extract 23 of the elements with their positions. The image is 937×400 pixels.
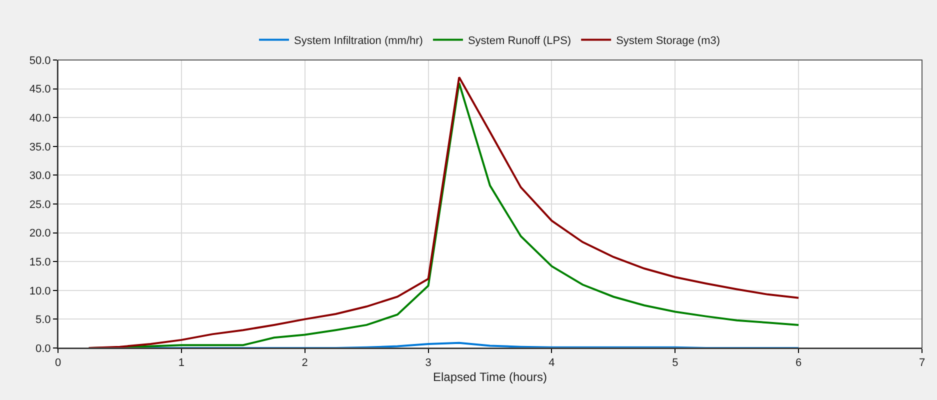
y-tick-label: 50.0	[29, 54, 51, 67]
y-tick-label: 10.0	[29, 285, 51, 298]
x-tick-label: 7	[918, 357, 926, 370]
y-tick-label: 40.0	[29, 112, 51, 124]
legend-label: System Infiltration (mm/hr)	[294, 35, 423, 48]
y-tick-label: 25.0	[29, 198, 51, 211]
y-tick-label: 45.0	[29, 84, 51, 96]
y-tick-label: 30.0	[29, 170, 51, 182]
x-tick-label: 0	[54, 357, 62, 370]
x-axis-title: Elapsed Time (hours)	[432, 370, 548, 384]
y-tick-label: 5.0	[36, 314, 51, 326]
legend-label: System Storage (m3)	[616, 35, 720, 48]
x-tick-label: 1	[178, 357, 184, 370]
y-tick-label: 15.0	[29, 256, 51, 268]
y-tick-label: 20.0	[29, 228, 51, 240]
x-tick-label: 3	[425, 357, 432, 370]
x-tick-label: 4	[548, 357, 555, 370]
x-tick-label: 6	[796, 357, 802, 370]
x-tick-label: 5	[672, 357, 678, 370]
x-tick-label: 2	[302, 357, 308, 370]
y-tick-label: 35.0	[29, 141, 51, 154]
legend-label: System Runoff (LPS)	[468, 35, 572, 48]
y-tick-label: 0.0	[36, 342, 51, 355]
